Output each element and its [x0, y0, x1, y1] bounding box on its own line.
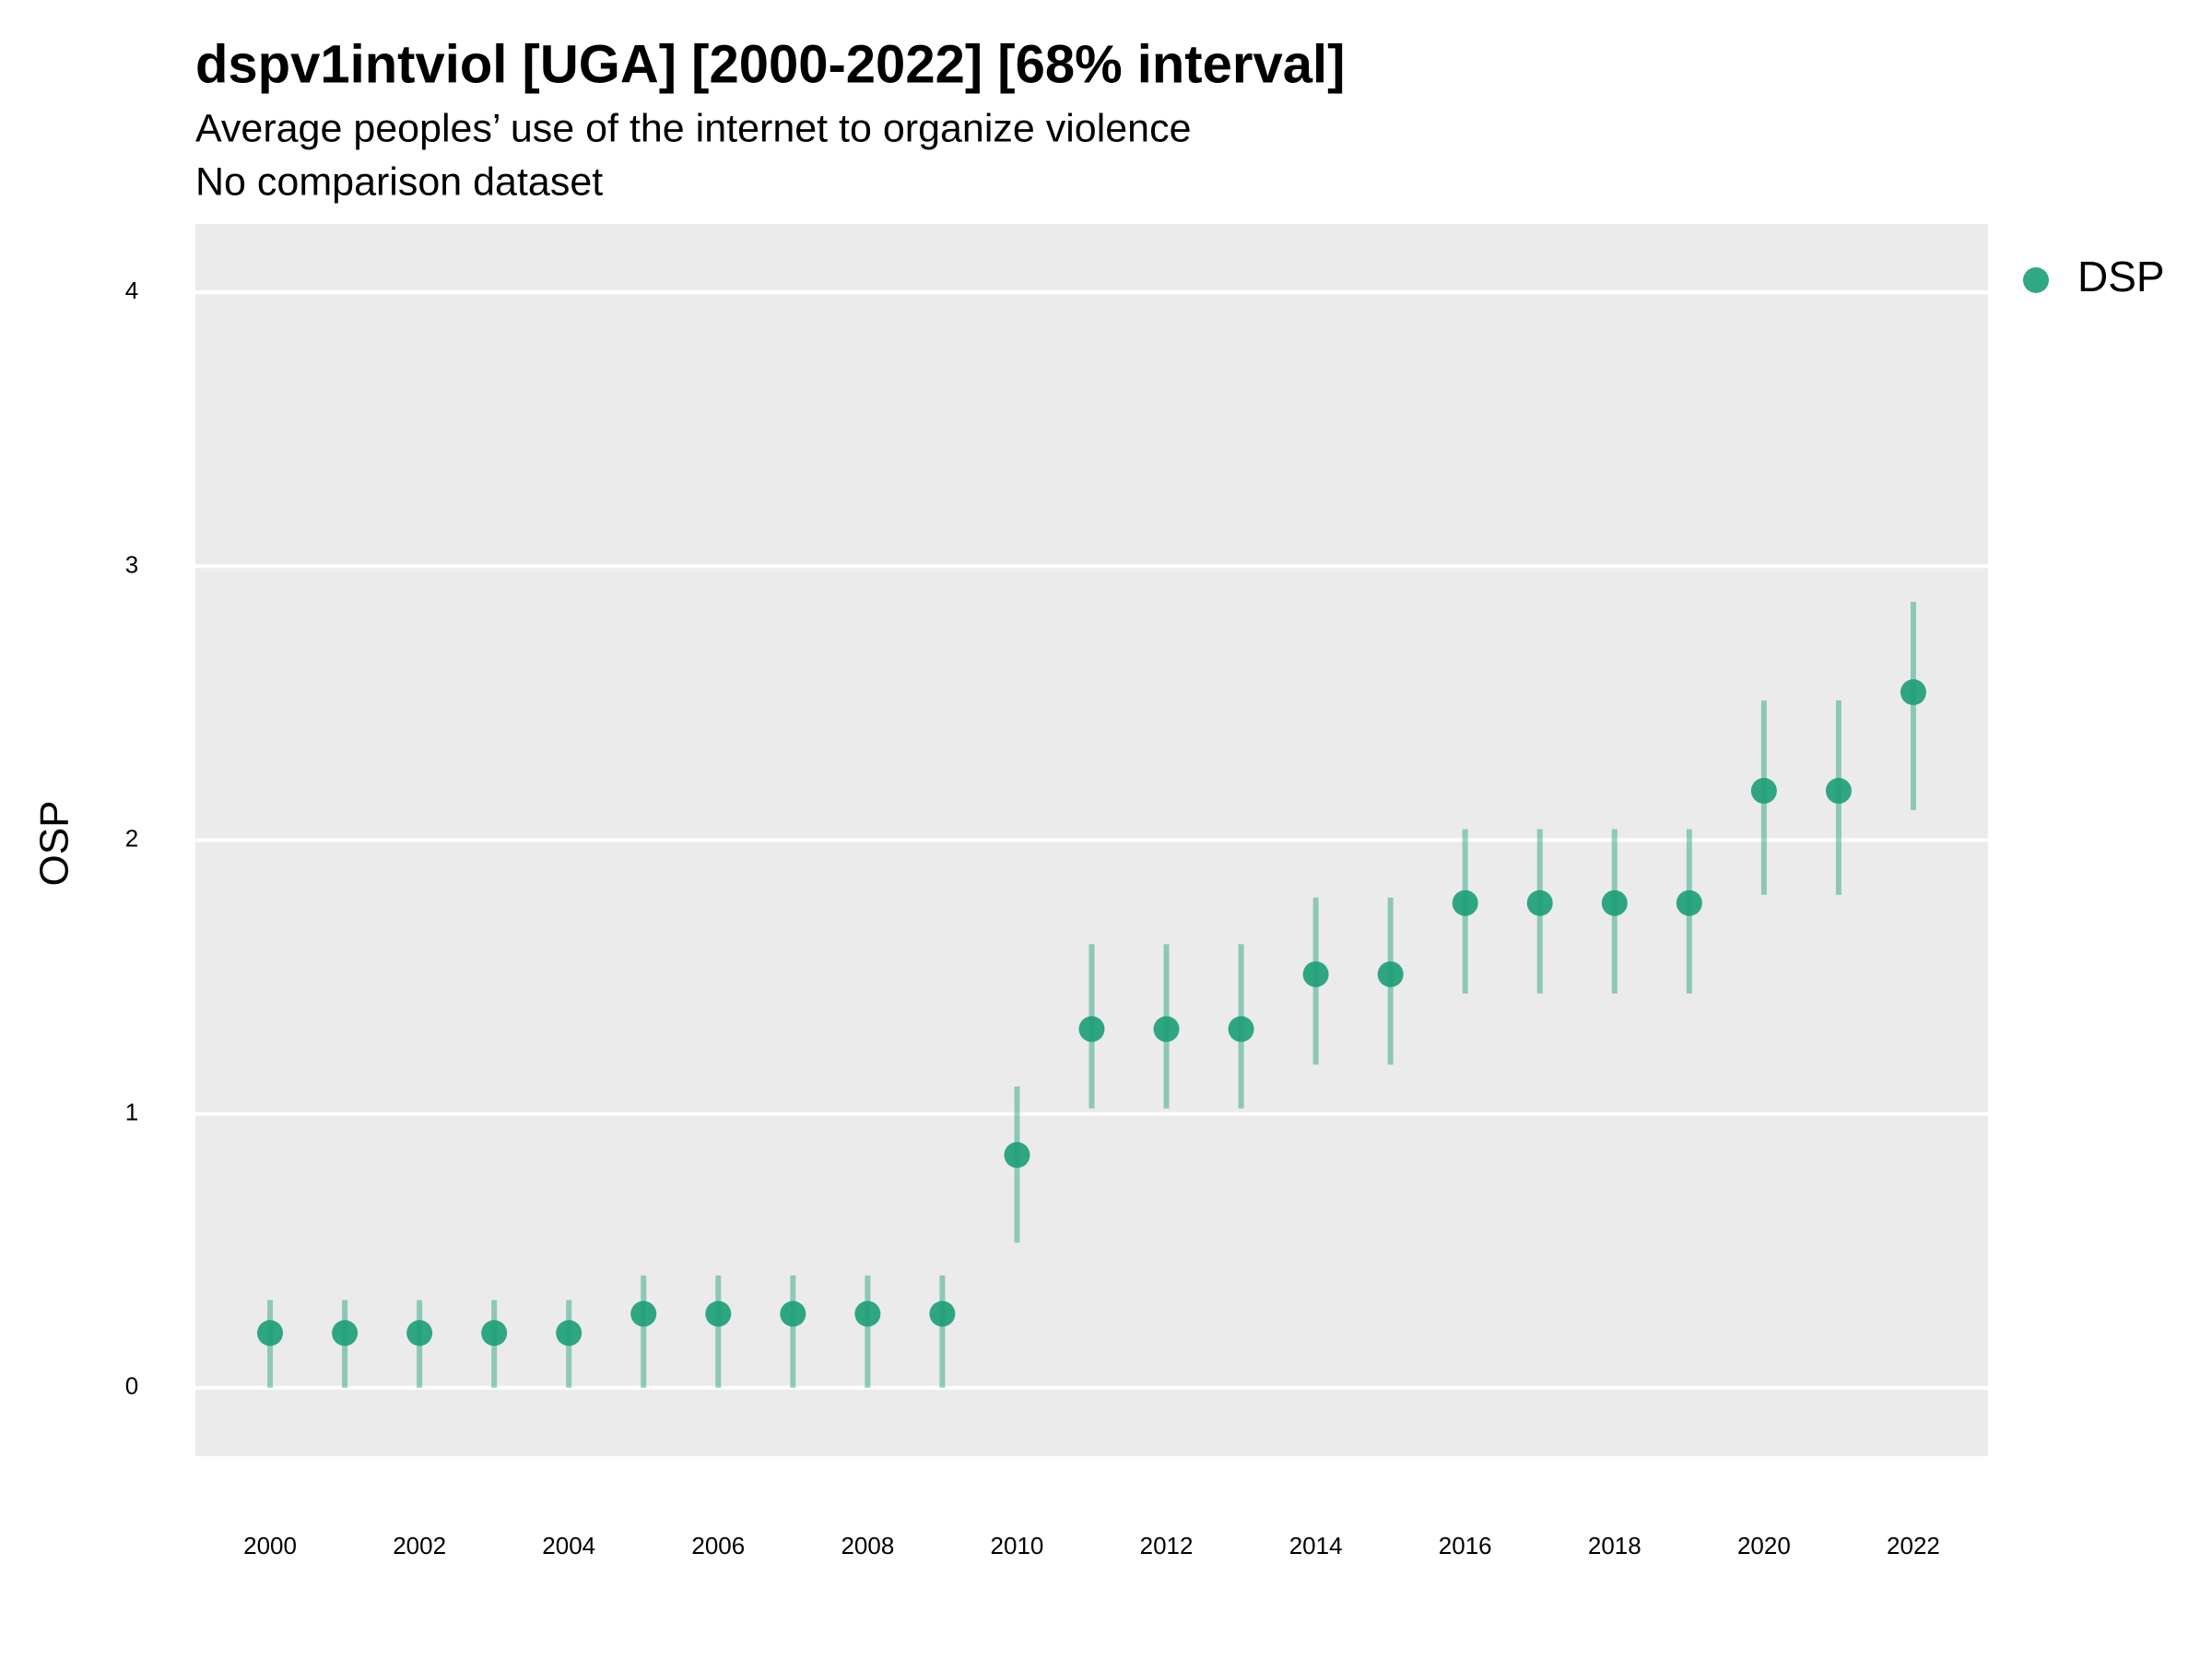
point: [257, 1320, 284, 1347]
point: [1676, 889, 1702, 916]
point: [1526, 889, 1553, 916]
point: [854, 1300, 881, 1327]
point: [1452, 889, 1478, 916]
point: [556, 1320, 582, 1347]
point: [630, 1300, 657, 1327]
point: [1377, 961, 1404, 988]
x-tick-label: 2018: [1588, 1532, 1641, 1559]
chart-title: dspv1intviol [UGA] [2000-2022] [68% inte…: [195, 34, 1345, 94]
chart-note: No comparison dataset: [195, 159, 603, 204]
chart-subtitle: Average peoples’ use of the internet to …: [195, 106, 1192, 150]
x-tick-label: 2000: [243, 1532, 297, 1559]
point: [1004, 1142, 1030, 1169]
point: [1900, 679, 1926, 706]
x-tick-label: 2012: [1140, 1532, 1194, 1559]
x-tick-label: 2002: [393, 1532, 446, 1559]
point: [780, 1300, 806, 1327]
point: [406, 1320, 433, 1347]
point: [481, 1320, 508, 1347]
x-tick-label: 2022: [1887, 1532, 1940, 1559]
legend-marker: [2023, 267, 2049, 293]
x-tick-label: 2008: [841, 1532, 894, 1559]
legend-label: DSP: [2077, 253, 2165, 300]
point: [1228, 1016, 1254, 1042]
x-tick-label: 2016: [1439, 1532, 1492, 1559]
y-tick-label: 4: [125, 276, 138, 304]
point: [1153, 1016, 1180, 1042]
point: [705, 1300, 732, 1327]
y-axis-label: OSP: [32, 801, 77, 887]
x-tick-label: 2014: [1289, 1532, 1343, 1559]
point: [332, 1320, 359, 1347]
y-tick-label: 0: [125, 1372, 138, 1400]
x-tick-label: 2004: [542, 1532, 595, 1559]
x-tick-label: 2006: [691, 1532, 745, 1559]
x-tick-label: 2010: [991, 1532, 1044, 1559]
point: [1825, 778, 1852, 805]
point: [1601, 889, 1628, 916]
point: [1078, 1016, 1105, 1042]
point: [1750, 778, 1777, 805]
y-tick-label: 3: [125, 550, 138, 578]
y-tick-label: 1: [125, 1098, 138, 1125]
x-tick-label: 2020: [1737, 1532, 1791, 1559]
point: [929, 1300, 956, 1327]
y-tick-label: 2: [125, 824, 138, 852]
point: [1302, 961, 1329, 988]
